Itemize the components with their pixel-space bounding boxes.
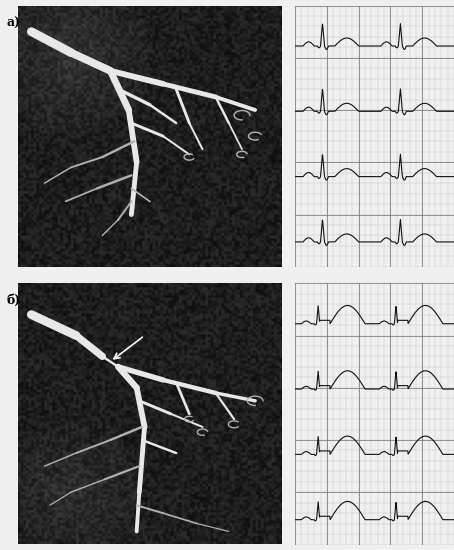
Text: б): б) xyxy=(7,294,21,307)
Text: а): а) xyxy=(7,16,21,30)
